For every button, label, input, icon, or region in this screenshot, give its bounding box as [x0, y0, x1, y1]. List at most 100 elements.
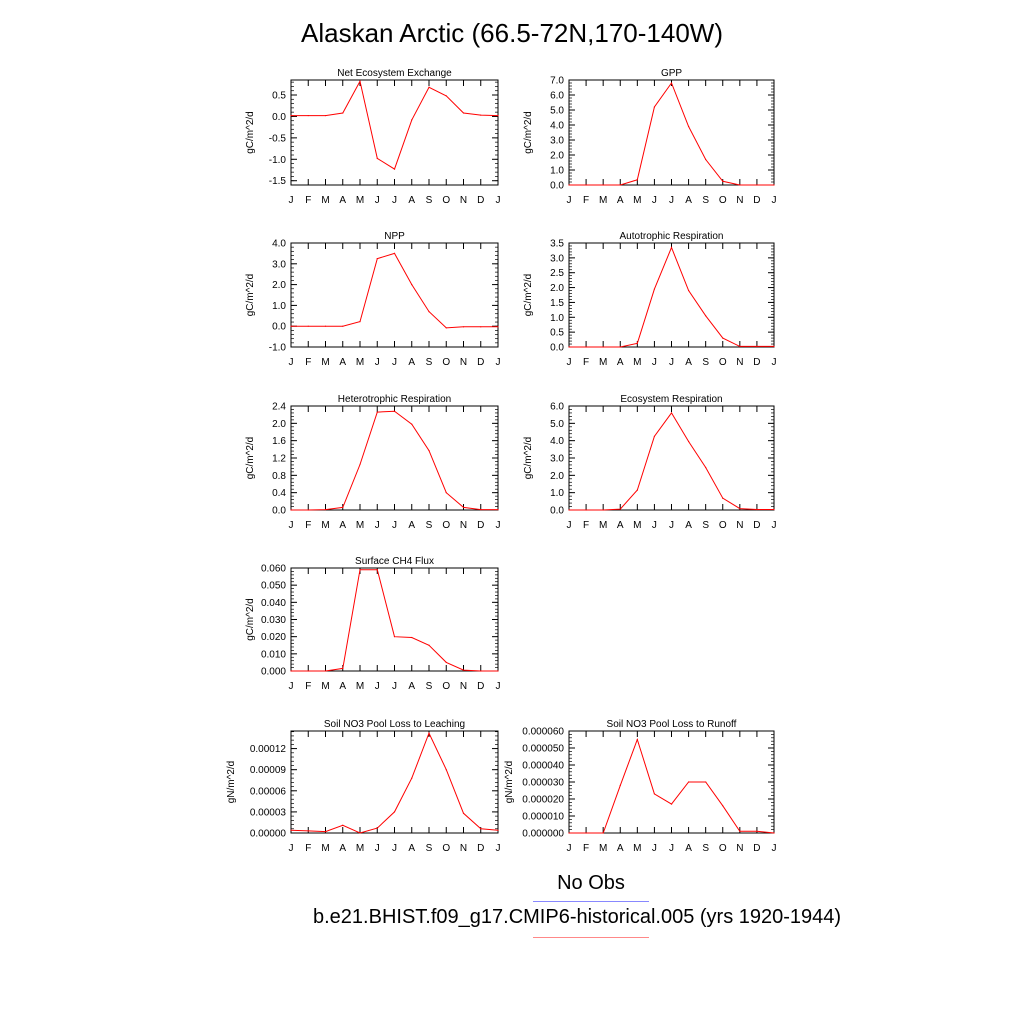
- data-point: [585, 832, 587, 834]
- data-point: [480, 326, 482, 328]
- data-point: [393, 811, 396, 813]
- data-point: [687, 125, 690, 128]
- x-tick-label: A: [339, 520, 346, 531]
- series-line-soil-no3-pool-loss-to-leaching: [290, 731, 499, 834]
- x-tick-label: M: [321, 843, 329, 854]
- data-point: [756, 830, 758, 832]
- x-tick-label: N: [736, 357, 743, 368]
- y-tick-label: 0.000020: [522, 795, 564, 806]
- data-point: [602, 832, 604, 834]
- data-point: [324, 830, 327, 833]
- data-point: [722, 497, 724, 499]
- series-line-heterotrophic-respiration: [291, 410, 498, 511]
- x-tick-label: D: [477, 357, 484, 368]
- x-tick-label: J: [392, 520, 397, 531]
- figure-title: Alaskan Arctic (66.5-72N,170-140W): [301, 18, 723, 48]
- panel-title: Ecosystem Respiration: [620, 394, 722, 405]
- x-tick-label: O: [442, 357, 450, 368]
- data-point: [497, 508, 499, 511]
- data-point: [290, 509, 292, 511]
- y-tick-label: 0.000050: [522, 744, 564, 755]
- x-tick-label: D: [477, 843, 484, 854]
- data-point: [756, 184, 758, 186]
- x-tick-label: J: [289, 681, 294, 692]
- x-tick-label: J: [375, 520, 380, 531]
- series-line-net-ecosystem-exchange: [291, 79, 499, 170]
- data-point: [462, 669, 465, 671]
- x-tick-label: F: [305, 681, 311, 692]
- x-tick-label: N: [736, 843, 743, 854]
- x-tick-label: O: [442, 195, 450, 206]
- x-tick-label: J: [567, 195, 572, 206]
- panel-title: Net Ecosystem Exchange: [337, 68, 452, 79]
- x-tick-label: M: [633, 195, 641, 206]
- x-tick-label: S: [426, 520, 433, 531]
- data-point: [445, 769, 447, 771]
- x-tick-label: J: [392, 195, 397, 206]
- plot-frame: [568, 405, 775, 511]
- x-tick-label: A: [685, 195, 692, 206]
- x-tick-label: N: [736, 195, 743, 206]
- data-point: [411, 777, 413, 779]
- x-tick-label: A: [408, 681, 415, 692]
- x-tick-label: J: [669, 520, 674, 531]
- x-tick-label: N: [460, 357, 467, 368]
- data-point: [602, 509, 604, 511]
- y-tick-label: 4.0: [272, 239, 286, 250]
- x-tick-label: O: [719, 357, 727, 368]
- legend-line-no-obs: [533, 901, 649, 902]
- data-point: [670, 246, 673, 249]
- x-tick-label: A: [408, 843, 415, 854]
- y-tick-label: 3.5: [550, 239, 564, 250]
- x-tick-label: J: [652, 357, 657, 368]
- y-tick-label: 3.0: [272, 259, 286, 270]
- data-point: [376, 157, 378, 160]
- x-tick-label: M: [356, 520, 364, 531]
- x-tick-label: M: [633, 520, 641, 531]
- x-tick-label: N: [460, 195, 467, 206]
- series-line-gpp: [569, 81, 774, 186]
- x-tick-label: D: [477, 681, 484, 692]
- data-point: [359, 569, 361, 571]
- data-point: [462, 506, 465, 508]
- data-point: [324, 325, 327, 327]
- data-point: [739, 184, 741, 186]
- x-tick-label: A: [617, 195, 624, 206]
- data-point: [445, 327, 447, 329]
- x-tick-label: O: [719, 520, 727, 531]
- x-tick-label: J: [289, 195, 294, 206]
- data-point: [376, 827, 378, 829]
- data-point: [393, 636, 396, 638]
- data-point: [393, 410, 396, 412]
- panel-title: GPP: [661, 68, 682, 79]
- x-tick-label: J: [375, 357, 380, 368]
- data-point: [324, 670, 327, 672]
- x-tick-label: J: [392, 357, 397, 368]
- y-tick-label: 4.0: [550, 121, 564, 132]
- data-point: [687, 289, 690, 292]
- data-point: [568, 509, 570, 511]
- data-point: [376, 569, 378, 571]
- y-tick-label: -0.5: [269, 133, 287, 144]
- y-tick-label: 0.5: [550, 328, 564, 339]
- x-tick-label: F: [305, 520, 311, 531]
- x-tick-label: J: [772, 520, 777, 531]
- data-point: [602, 184, 604, 186]
- y-tick-label: 1.0: [550, 313, 564, 324]
- x-tick-label: M: [356, 357, 364, 368]
- data-point: [428, 311, 430, 313]
- x-tick-label: F: [583, 520, 589, 531]
- y-tick-label: 1.0: [550, 166, 564, 177]
- x-tick-label: N: [736, 520, 743, 531]
- data-point: [602, 346, 604, 348]
- x-tick-label: J: [375, 843, 380, 854]
- data-point: [705, 466, 707, 469]
- data-point: [290, 670, 292, 672]
- data-point: [636, 738, 638, 741]
- x-tick-label: S: [702, 195, 709, 206]
- x-tick-label: J: [652, 520, 657, 531]
- data-point: [497, 326, 499, 328]
- data-point: [290, 829, 292, 831]
